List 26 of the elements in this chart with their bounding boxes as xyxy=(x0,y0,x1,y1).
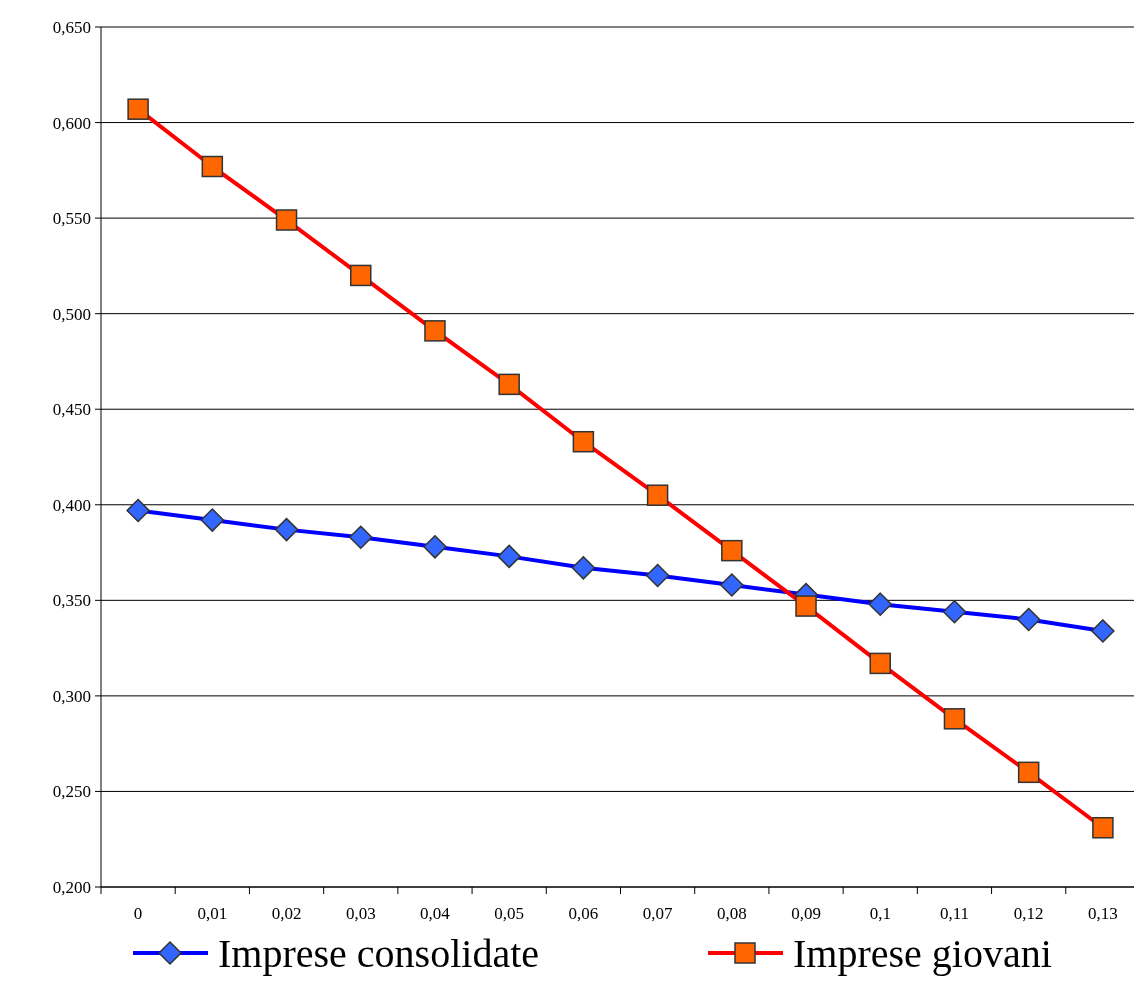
x-tick-label: 0,03 xyxy=(345,904,376,923)
y-tick-label: 0,250 xyxy=(52,782,91,802)
x-tick-label: 0,04 xyxy=(420,904,451,923)
y-tick-label: 0,500 xyxy=(52,304,91,324)
x-tick-label: 0,05 xyxy=(494,904,525,923)
x-tick-label: 0,13 xyxy=(1088,904,1118,923)
y-tick-label: 0,400 xyxy=(52,495,91,515)
x-tick-label: 0,02 xyxy=(271,904,302,923)
x-tick-label: 0,09 xyxy=(791,904,821,923)
y-tick-label: 0,550 xyxy=(52,209,91,229)
x-tick-label: 0,06 xyxy=(568,904,599,923)
y-tick-label: 0,450 xyxy=(52,400,91,420)
x-tick-label: 0,08 xyxy=(716,904,747,923)
y-tick-label: 0,600 xyxy=(52,113,91,133)
y-tick-label: 0,650 xyxy=(52,17,91,37)
y-tick-label: 0,300 xyxy=(52,686,91,706)
x-tick-label: 0,11 xyxy=(939,904,970,923)
x-tick-label: 0,1 xyxy=(869,904,891,923)
legend-label: Imprese consolidate xyxy=(218,931,539,976)
x-tick-label: 0,12 xyxy=(1013,904,1044,923)
y-tick-label: 0,200 xyxy=(52,877,91,897)
x-tick-label: 0,07 xyxy=(642,904,673,923)
legend-label: Imprese giovani xyxy=(793,931,1052,976)
y-tick-label: 0,350 xyxy=(52,591,91,611)
x-tick-label: 0 xyxy=(133,904,143,923)
x-tick-label: 0,01 xyxy=(197,904,228,923)
